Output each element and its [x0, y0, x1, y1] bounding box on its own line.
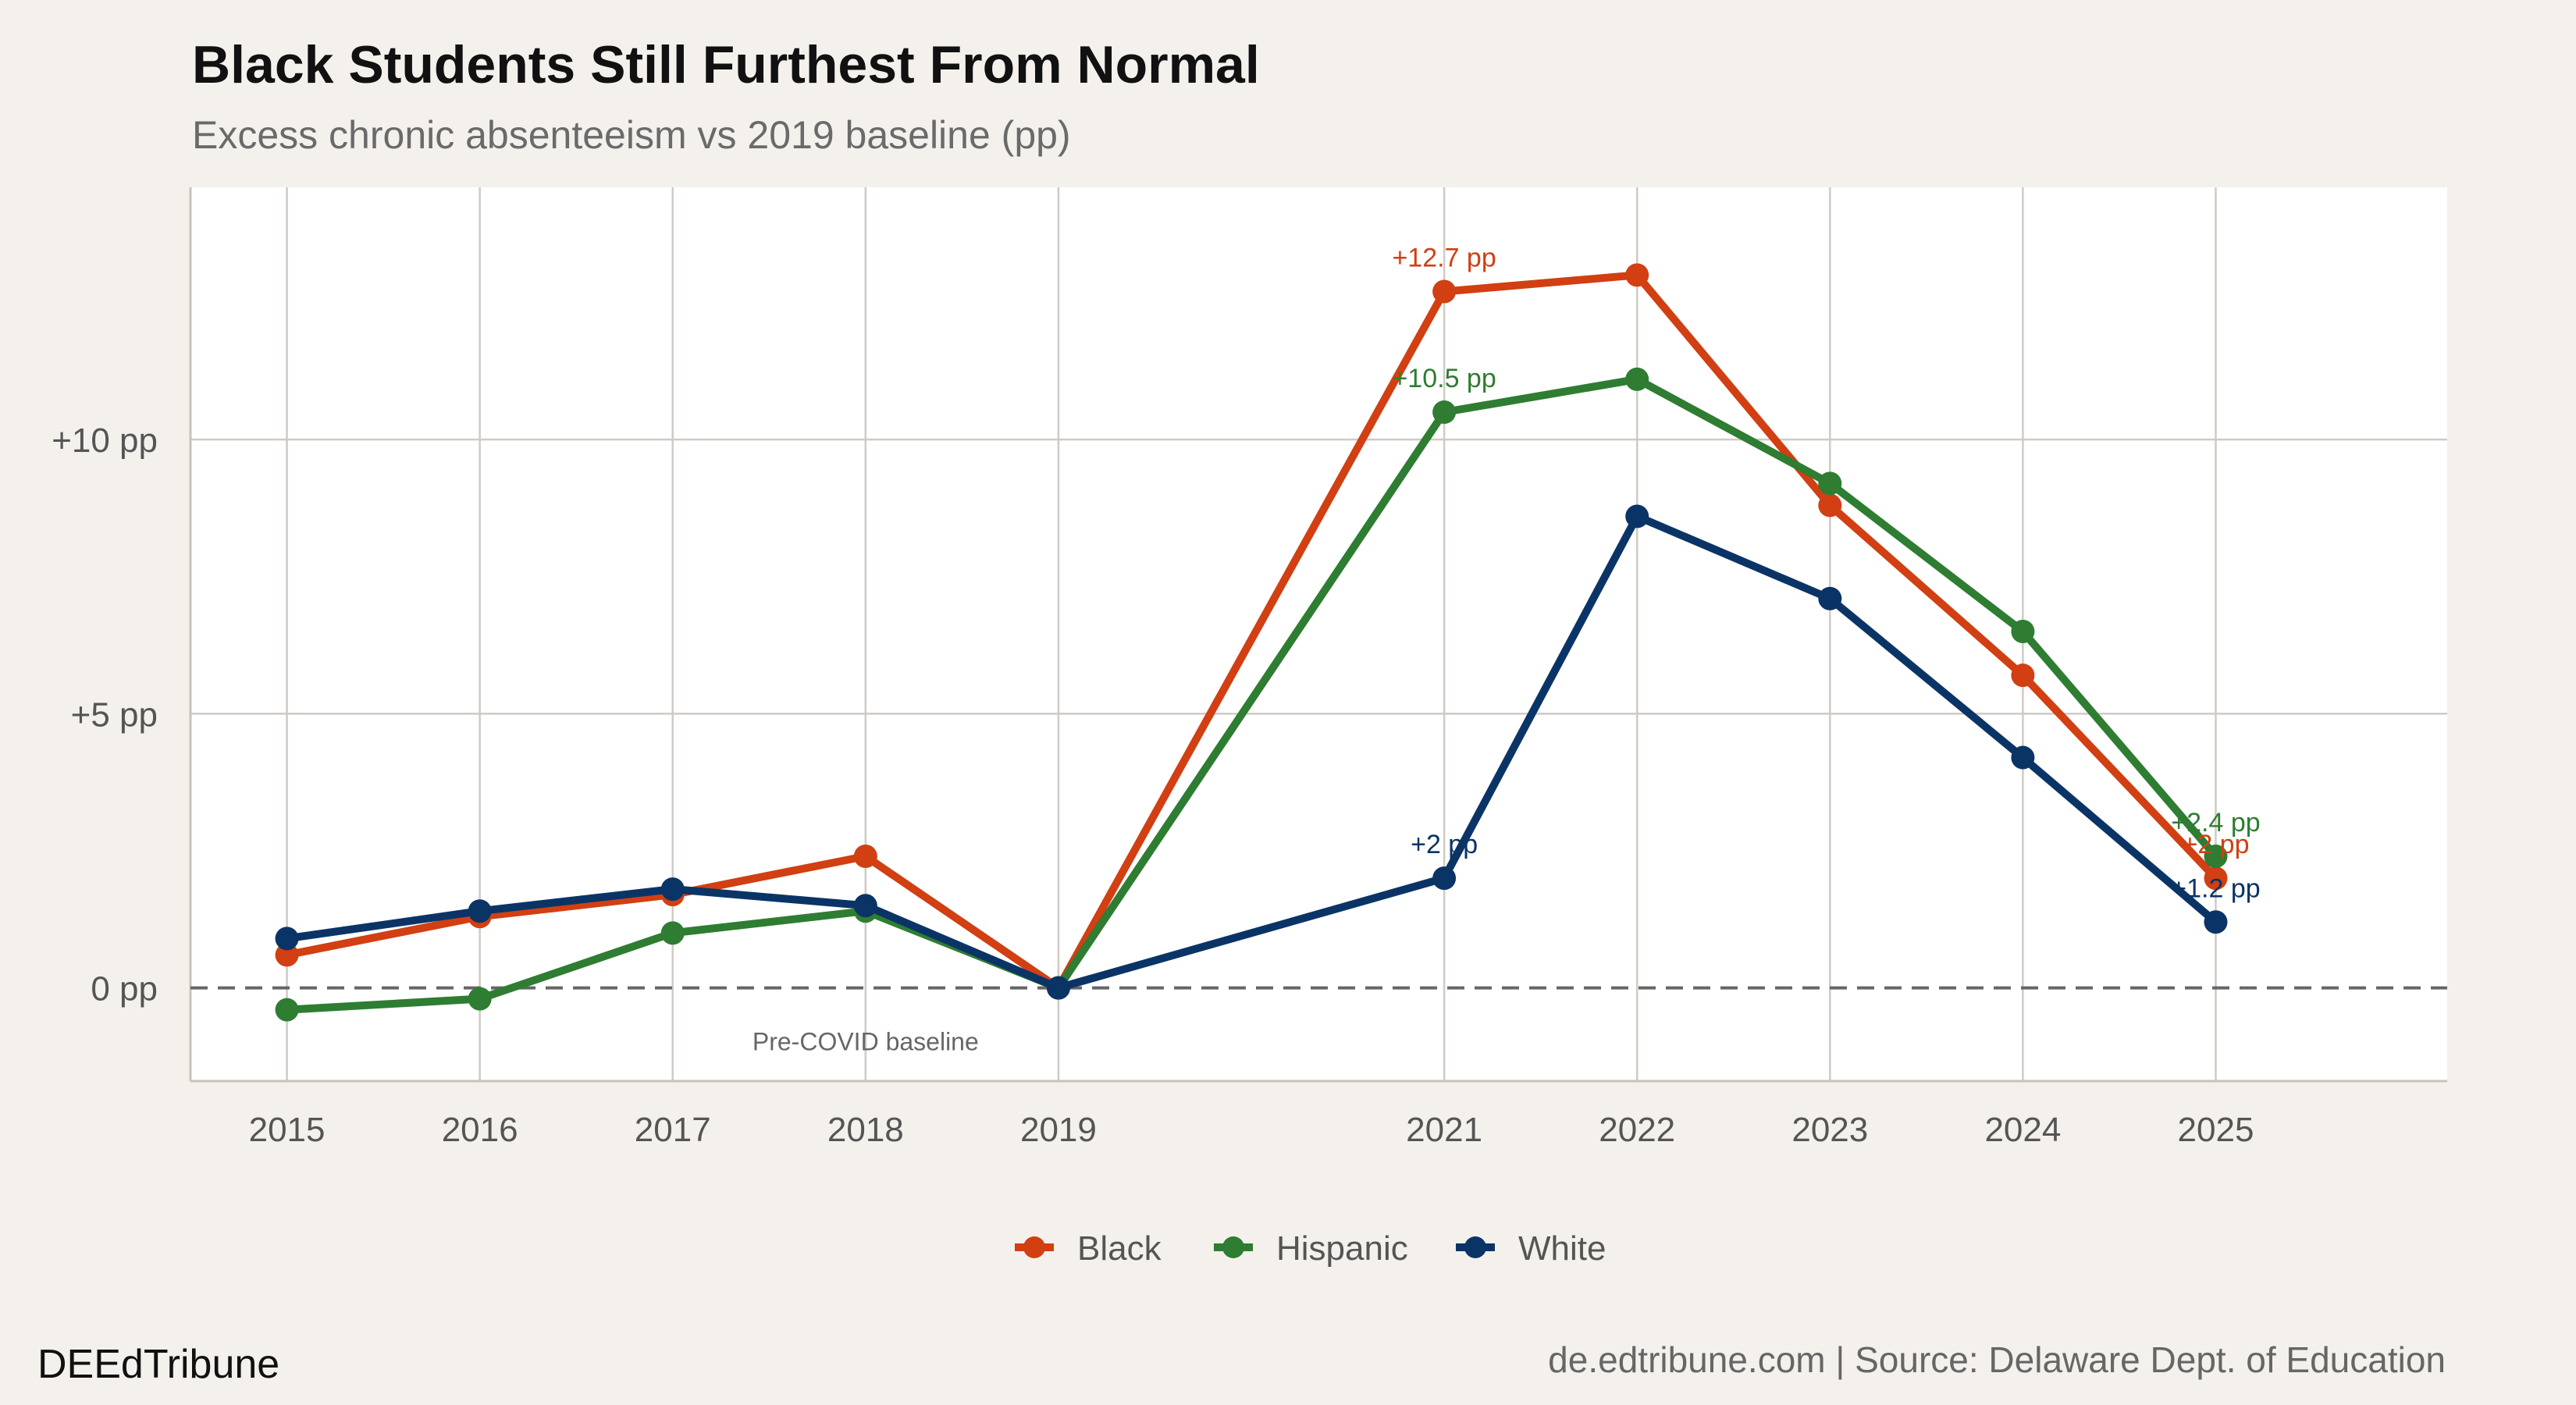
legend-swatch-point	[1023, 1236, 1045, 1258]
data-point-white	[1625, 504, 1649, 528]
x-tick-label: 2016	[442, 1111, 518, 1149]
data-point-hispanic	[2204, 844, 2228, 868]
data-point-black	[2204, 866, 2228, 891]
data-point-white	[1046, 976, 1070, 1000]
x-tick-label: 2024	[1984, 1111, 2061, 1149]
data-point-black	[853, 844, 877, 868]
data-point-white	[1432, 866, 1457, 891]
plot-panel	[190, 187, 2447, 1081]
y-tick-label: +10 pp	[52, 422, 158, 460]
data-point-white	[2204, 910, 2228, 934]
legend-swatch-point	[1464, 1236, 1486, 1258]
data-label-white: +2 pp	[1411, 830, 1478, 859]
x-tick-label: 2015	[249, 1111, 326, 1149]
data-point-hispanic	[1432, 400, 1457, 425]
baseline-label: Pre-COVID baseline	[753, 1028, 979, 1056]
legend-label: White	[1518, 1229, 1606, 1268]
data-point-hispanic	[468, 987, 492, 1011]
x-tick-label: 2022	[1599, 1111, 1675, 1149]
legend-item-hispanic: Hispanic	[1214, 1229, 1408, 1268]
x-tick-label: 2025	[2178, 1111, 2254, 1149]
data-point-black	[1625, 263, 1649, 287]
x-tick-label: 2017	[635, 1111, 711, 1149]
legend-item-black: Black	[1015, 1229, 1162, 1268]
data-point-white	[2011, 745, 2035, 770]
series-line-white	[283, 512, 2220, 992]
data-point-black	[2011, 663, 2035, 688]
source-credit: de.edtribune.com | Source: Delaware Dept…	[1548, 1339, 2446, 1380]
series-line-black	[283, 271, 2220, 992]
data-label-black: +12.7 pp	[1392, 243, 1496, 272]
data-label-hispanic: +2.4 pp	[2171, 808, 2260, 838]
data-point-black	[275, 943, 299, 967]
data-labels: +12.7 pp+2 pp+10.5 pp+2.4 pp+2 pp+1.2 pp	[1392, 243, 2260, 903]
series-line-hispanic	[283, 375, 2220, 1014]
data-point-hispanic	[2011, 619, 2035, 643]
data-label-white: +1.2 pp	[2171, 873, 2260, 903]
x-tick-label: 2019	[1020, 1111, 1097, 1149]
legend-label: Hispanic	[1276, 1229, 1408, 1268]
legend-label: Black	[1077, 1229, 1162, 1268]
axes: 0 pp +5 pp +10 pp 2015 2016 2017 2018 2019 2021 2…	[52, 187, 2447, 1149]
data-point-white	[1818, 586, 1842, 610]
brand-name: DEEdTribune	[37, 1342, 279, 1387]
data-point-white	[275, 927, 299, 951]
data-point-hispanic	[275, 998, 299, 1022]
baseline: Pre-COVID baseline	[190, 986, 2447, 1056]
y-tick-label: 0 pp	[91, 970, 158, 1008]
series-layer	[275, 263, 2228, 1022]
x-tick-label: 2023	[1791, 1111, 1868, 1149]
data-point-hispanic	[1625, 367, 1649, 391]
data-point-white	[468, 899, 492, 923]
data-point-black	[1432, 279, 1457, 304]
legend-item-white: White	[1456, 1229, 1606, 1268]
y-tick-label: +5 pp	[71, 695, 158, 734]
x-tick-label: 2021	[1406, 1111, 1482, 1149]
x-tick-label: 2018	[827, 1111, 904, 1149]
grid-lines	[190, 187, 2447, 1081]
legend-swatch-point	[1222, 1236, 1244, 1258]
data-point-black	[1818, 493, 1842, 518]
data-point-hispanic	[660, 921, 685, 945]
data-label-black: +2 pp	[2182, 830, 2249, 859]
data-point-hispanic	[1818, 471, 1842, 496]
legend: Black Hispanic White	[1015, 1229, 1606, 1268]
data-label-hispanic: +10.5 pp	[1392, 364, 1496, 393]
data-point-white	[660, 877, 685, 902]
chart-subtitle: Excess chronic absenteeism vs 2019 basel…	[192, 113, 1071, 157]
data-point-white	[853, 894, 877, 918]
chart-title: Black Students Still Furthest From Norma…	[192, 35, 1260, 94]
